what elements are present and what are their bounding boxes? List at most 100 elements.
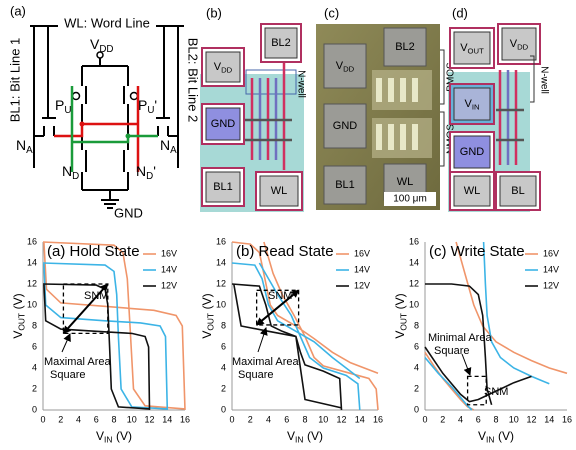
label-main: V [214,61,222,73]
y-tick-label: 16 [409,236,419,246]
label-suffix: (V) [116,429,132,443]
y-tick-label: 2 [32,383,37,393]
y-tick-label: 0 [221,404,226,414]
label-main: V [200,331,214,339]
legend-label: 14V [543,264,559,274]
label-suffix: ' [153,163,156,179]
x-tick-label: 4 [458,414,463,424]
label: ND [62,163,79,182]
snm-square [466,375,487,406]
scale-bar [384,192,436,206]
y-tick-label: 12 [27,278,37,288]
annotation-arrow [257,327,268,353]
pad-metal [453,135,491,169]
y-tick-label: 0 [414,404,419,414]
label-sub: U [147,105,154,116]
y-tick-label: 10 [409,299,419,309]
label: (b) [206,5,222,20]
pad-label: GND [211,118,236,130]
label-main: V [96,429,104,443]
label-suffix: ' [177,137,180,153]
y-tick-label: 6 [414,341,419,351]
scale-label: 100 μm [393,194,427,205]
x-tick-label: 2 [248,414,253,424]
label-sub: IN [486,435,494,445]
label-main: N [16,137,26,153]
label: (d) [452,5,468,20]
y-tick-label: 14 [27,257,37,267]
label-main: P [55,97,64,113]
y-tick-label: 12 [216,278,226,288]
label-sub: OUT [17,313,27,331]
y-axis-label: VOUT (V) [393,293,409,338]
annotation-label: Square [434,345,469,357]
y-tick-label: 4 [414,362,419,372]
annotation-label: Maximal Area [44,356,112,368]
nwell-label: N-well [538,66,549,94]
pmos-label: PMOS [446,62,457,92]
label-sub: D [72,171,79,182]
x-tick-label: 14 [355,414,365,424]
label-suffix: (V) [11,293,25,309]
y-tick-label: 0 [32,404,37,414]
pad-label: VDD [510,38,529,51]
label: NA' [160,137,179,156]
label-sub: IN [104,435,112,445]
x-tick-label: 10 [318,414,328,424]
pad-label: VDD [214,61,233,74]
x-tick-label: 12 [526,414,536,424]
label-sub: OUT [399,313,409,331]
pad-label: VIN [464,98,479,111]
pad-label: VDD [336,60,355,73]
nwell-label: N-well [295,70,306,98]
label: NA [16,137,33,156]
x-tick-label: 14 [162,414,172,424]
series-line [42,262,169,411]
label-sub: IN [295,435,303,445]
pad-label: GND [333,120,358,132]
x-tick-label: 8 [302,414,307,424]
label-main: P [138,97,147,113]
label-main: V [478,429,486,443]
label-main: V [287,429,295,443]
pad-label: BL2 [271,37,291,49]
label-main: V [90,36,100,52]
pad-label: WL [397,176,414,188]
legend-label: 12V [354,280,370,290]
legend-label: 16V [161,248,177,258]
label-main: V [11,331,25,339]
x-tick-label: 8 [493,414,498,424]
snm-diagonal [62,283,109,335]
label: ND' [136,163,156,182]
x-tick-label: 8 [111,414,116,424]
y-tick-label: 14 [216,257,226,267]
pad-metal [453,31,491,65]
label-main: V [510,38,518,50]
series-line [424,241,550,411]
pad [383,27,427,67]
label-suffix: (V) [393,293,407,309]
snm-label: SNM [268,290,292,302]
label-main: N [62,163,72,179]
y-tick-label: 12 [409,278,419,288]
annotation-arrow [461,353,472,376]
label: PU' [138,97,157,116]
pad-label: BL2 [395,41,415,53]
legend-label: 12V [161,280,177,290]
x-tick-label: 0 [422,414,427,424]
pad-metal [259,175,299,207]
label: (a) [10,3,26,18]
pad-label: VOUT [460,42,484,55]
label: PU [55,97,71,116]
y-axis-label: VOUT (V) [11,293,27,338]
pad-metal [499,175,537,207]
pad-metal [453,87,491,121]
y-tick-label: 2 [414,383,419,393]
x-tick-label: 10 [127,414,137,424]
label-main: V [460,42,468,54]
x-tick-label: 0 [229,414,234,424]
y-tick-label: 2 [221,383,226,393]
label-sub: U [64,105,71,116]
y-tick-label: 16 [27,236,37,246]
y-tick-label: 4 [32,362,37,372]
